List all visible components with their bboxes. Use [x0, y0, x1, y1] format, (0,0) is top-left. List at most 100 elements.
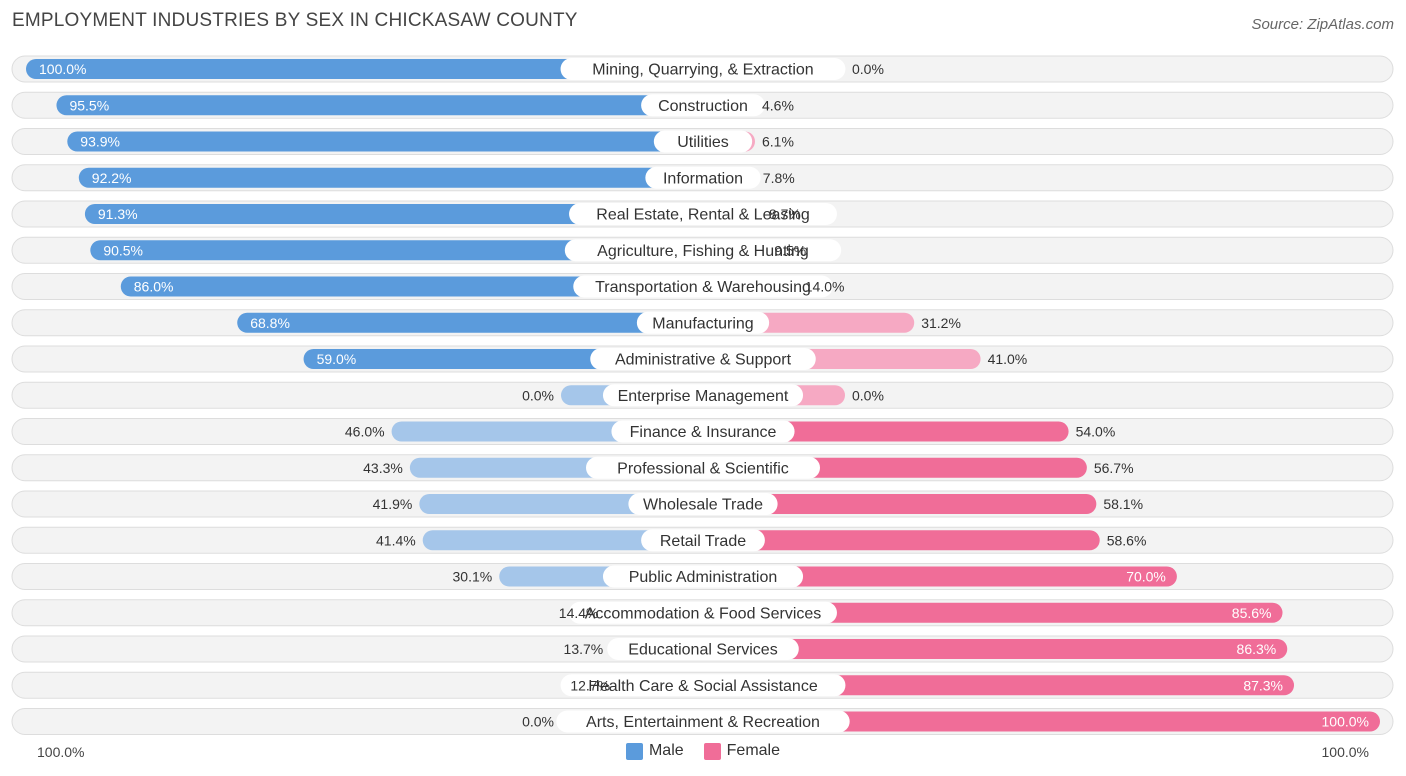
female-value-label: 58.6%	[1107, 532, 1147, 548]
male-value-label: 46.0%	[345, 424, 385, 440]
category-pill	[556, 710, 850, 733]
female-value-label: 87.3%	[1243, 677, 1283, 693]
female-bar	[703, 675, 1295, 696]
male-bar	[67, 131, 703, 152]
male-value-label: 100.0%	[39, 61, 86, 77]
female-bar	[703, 494, 1097, 514]
category-pill	[645, 166, 761, 189]
chart-row: Finance & Insurance 46.0% 54.0%	[11, 418, 1394, 445]
category-pill	[602, 565, 804, 588]
female-value-label: 70.0%	[1126, 569, 1166, 585]
category-label: Agriculture, Fishing & Hunting	[597, 243, 809, 260]
category-pill	[653, 130, 753, 153]
category-label: Professional & Scientific	[617, 460, 789, 477]
chart-row: Information 92.2% 7.8%	[11, 164, 1394, 192]
female-value-label: 14.0%	[805, 279, 845, 295]
category-label: Health Care & Social Assistance	[588, 678, 818, 695]
male-bar	[56, 95, 703, 116]
male-value-label: 86.0%	[134, 279, 174, 295]
male-value-label: 0.0%	[522, 714, 554, 730]
category-label: Utilities	[677, 134, 729, 151]
category-label: Mining, Quarrying, & Extraction	[592, 62, 813, 79]
female-value-label: 85.6%	[1232, 605, 1272, 621]
female-value-label: 7.8%	[763, 170, 795, 186]
female-value-label: 58.1%	[1103, 496, 1143, 512]
category-pill	[602, 384, 804, 407]
male-bar	[422, 530, 703, 551]
male-bar	[90, 240, 703, 261]
male-bar	[237, 312, 703, 333]
category-label: Manufacturing	[652, 315, 753, 332]
legend-item-female[interactable]: Female	[703, 742, 781, 760]
category-pill	[573, 275, 833, 298]
female-swatch-icon	[703, 742, 721, 760]
male-bar	[84, 204, 704, 224]
female-bar	[703, 711, 1380, 732]
chart-row: Utilities 93.9% 6.1%	[11, 128, 1394, 155]
female-bar	[703, 421, 1069, 442]
male-value-label: 90.5%	[103, 242, 143, 258]
legend-item-male[interactable]: Male	[625, 742, 684, 760]
category-pill	[628, 493, 778, 515]
chart-svg: Mining, Quarrying, & Extraction 100.0% 0.0…	[11, 55, 1394, 735]
chart-row: Mining, Quarrying, & Extraction 100.0% 0.0…	[11, 55, 1394, 83]
male-value-label: 41.4%	[376, 532, 416, 548]
legend-female-label: Female	[726, 742, 781, 759]
male-bar	[26, 59, 703, 79]
category-label: Public Administration	[629, 569, 778, 586]
category-label: Enterprise Management	[618, 388, 789, 405]
category-pill	[569, 203, 837, 225]
category-pill	[564, 239, 842, 262]
category-label: Retail Trade	[660, 533, 746, 550]
female-value-label: 86.3%	[1237, 641, 1277, 657]
male-value-label: 92.2%	[92, 170, 132, 186]
male-value-label: 68.8%	[250, 315, 290, 331]
female-value-label: 54.0%	[1076, 424, 1116, 440]
chart-row: Public Administration 30.1% 70.0%	[11, 563, 1394, 590]
legend-male-label: Male	[648, 742, 684, 759]
category-pill	[560, 58, 846, 80]
category-pill	[611, 420, 795, 443]
category-label: Arts, Entertainment & Recreation	[586, 714, 820, 731]
category-label: Transportation & Warehousing	[595, 279, 811, 296]
male-value-label: 43.3%	[363, 460, 403, 476]
male-value-label: 59.0%	[317, 351, 357, 367]
male-value-label: 93.9%	[80, 134, 120, 150]
source-label: Source: ZipAtlas.com	[1251, 16, 1394, 33]
male-bar	[120, 276, 703, 297]
category-label: Educational Services	[628, 642, 777, 659]
category-pill	[586, 456, 820, 479]
category-label: Wholesale Trade	[643, 497, 763, 514]
chart-row: Real Estate, Rental & Leasing 91.3% 8.7%	[11, 200, 1394, 228]
male-value-label: 13.7%	[564, 641, 604, 657]
category-label: Administrative & Support	[615, 352, 792, 369]
male-value-label: 14.4%	[559, 605, 599, 621]
axis-right-label: 100.0%	[1321, 744, 1369, 760]
male-value-label: 41.9%	[373, 496, 413, 512]
category-label: Real Estate, Rental & Leasing	[596, 207, 809, 224]
female-value-label: 100.0%	[1322, 714, 1369, 730]
chart-row: Enterprise Management 0.0% 0.0%	[11, 381, 1394, 409]
chart-row: Arts, Entertainment & Recreation 0.0% 100.…	[11, 708, 1394, 735]
female-value-label: 0.0%	[852, 387, 884, 403]
category-pill	[560, 674, 846, 697]
chart-row: Administrative & Support 59.0% 41.0%	[11, 345, 1394, 373]
axis-left-label: 100.0%	[37, 744, 85, 760]
female-value-label: 56.7%	[1094, 460, 1134, 476]
chart-row: Retail Trade 41.4% 58.6%	[11, 526, 1394, 554]
chart-row: Transportation & Warehousing 86.0% 14.0%	[11, 273, 1394, 300]
female-value-label: 8.7%	[769, 206, 801, 222]
male-bar	[78, 167, 703, 188]
chart-row: Professional & Scientific 43.3% 56.7%	[11, 454, 1394, 482]
category-pill	[569, 601, 837, 624]
male-value-label: 12.7%	[570, 677, 610, 693]
legend: Male Female	[0, 742, 1406, 760]
male-value-label: 30.1%	[453, 569, 493, 585]
chart-row: Educational Services 13.7% 86.3%	[11, 635, 1394, 663]
category-label: Construction	[658, 98, 748, 115]
female-bar	[703, 566, 1177, 587]
chart-row: Agriculture, Fishing & Hunting 90.5% 9.5%	[11, 236, 1394, 264]
chart-title: EMPLOYMENT INDUSTRIES BY SEX IN CHICKASA…	[12, 10, 578, 31]
male-swatch-icon	[625, 742, 643, 760]
